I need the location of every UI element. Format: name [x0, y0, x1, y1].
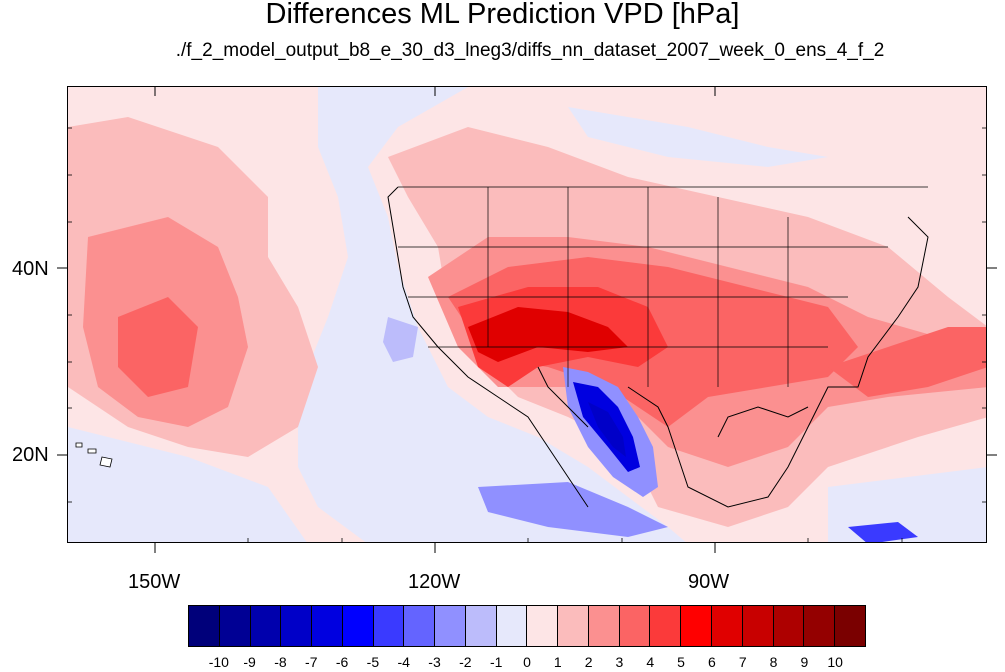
- field-south-blue: [478, 482, 668, 537]
- colorbar-cell: [281, 606, 313, 646]
- chart-subtitle: ./f_2_model_output_b8_e_30_d3_lneg3/diff…: [175, 40, 885, 61]
- map-plot-area: [67, 86, 987, 543]
- colorbar-cell: [742, 606, 774, 646]
- colorbar-label: 3: [615, 654, 624, 670]
- field-east-pacific-blue: [383, 317, 418, 362]
- colorbar-label: -3: [428, 654, 441, 670]
- colorbar-labels: -10 -9 -8 -7 -6 -5 -4 -3 -2 -1 0 1 2 3 4 5 6 7 8 9 10: [188, 654, 866, 672]
- colorbar-label: 9: [800, 654, 809, 670]
- colorbar-label: 6: [708, 654, 716, 670]
- field-negative-north: [568, 107, 828, 167]
- hawaii-islands: [75, 442, 113, 468]
- colorbar-cell: [650, 606, 682, 646]
- colorbar-label: 7: [738, 654, 747, 670]
- vpd-difference-map: [68, 87, 986, 542]
- colorbar-cell: [496, 606, 528, 646]
- colorbar-label: -8: [274, 654, 287, 670]
- field-pacific-core: [118, 297, 198, 397]
- colorbar-cell: [404, 606, 436, 646]
- colorbar-label: -9: [243, 654, 256, 670]
- colorbar-cell: [681, 606, 713, 646]
- field-southwest-max: [468, 307, 628, 362]
- colorbar-label: -4: [397, 654, 410, 670]
- colorbar-cell: [712, 606, 743, 646]
- field-atlantic-red: [828, 327, 986, 397]
- colorbar-label: 8: [769, 654, 778, 670]
- x-tick-150w: 150W: [128, 571, 181, 593]
- colorbar-cell: [189, 606, 220, 646]
- colorbar-cell: [588, 606, 620, 646]
- colorbar-label: 4: [646, 654, 655, 670]
- y-tick-40n: 40N: [12, 258, 49, 280]
- field-negative-south: [68, 427, 307, 542]
- colorbar-cell: [219, 606, 251, 646]
- colorbar-label: -1: [489, 654, 503, 670]
- x-tick-90w: 90W: [688, 571, 730, 593]
- colorbar-cell: [312, 606, 343, 646]
- colorbar-cell: [527, 606, 559, 646]
- colorbar-label: 0: [523, 654, 531, 670]
- colorbar-label: 1: [553, 654, 562, 670]
- colorbar-cell: [435, 606, 466, 646]
- colorbar-label: -6: [335, 654, 349, 670]
- colorbar-cell: [773, 606, 805, 646]
- x-tick-120w: 120W: [408, 571, 461, 593]
- colorbar: [188, 605, 866, 647]
- colorbar-cell: [373, 606, 405, 646]
- state-borders: [398, 186, 928, 387]
- colorbar-cell: [804, 606, 836, 646]
- field-negative-caribbean: [828, 467, 986, 542]
- field-caribbean-blue: [848, 522, 918, 542]
- colorbar-label: 10: [827, 654, 843, 670]
- y-tick-20n: 20N: [12, 444, 49, 466]
- colorbar-label: 2: [584, 654, 593, 670]
- colorbar-label: -7: [305, 654, 318, 670]
- colorbar-label: 5: [677, 654, 685, 670]
- colorbar-cell: [465, 606, 497, 646]
- field-negative-pacific: [298, 87, 686, 542]
- field-mexico-core-negative: [588, 402, 626, 457]
- colorbar-cell: [558, 606, 589, 646]
- colorbar-cell: [619, 606, 651, 646]
- colorbar-cell: [342, 606, 374, 646]
- colorbar-label: -10: [208, 654, 229, 670]
- colorbar-cell: [250, 606, 282, 646]
- chart-title: Differences ML Prediction VPD [hPa]: [265, 0, 740, 30]
- colorbar-label: -5: [366, 654, 380, 670]
- colorbar-cell: [835, 606, 865, 646]
- colorbar-label: -2: [459, 654, 472, 670]
